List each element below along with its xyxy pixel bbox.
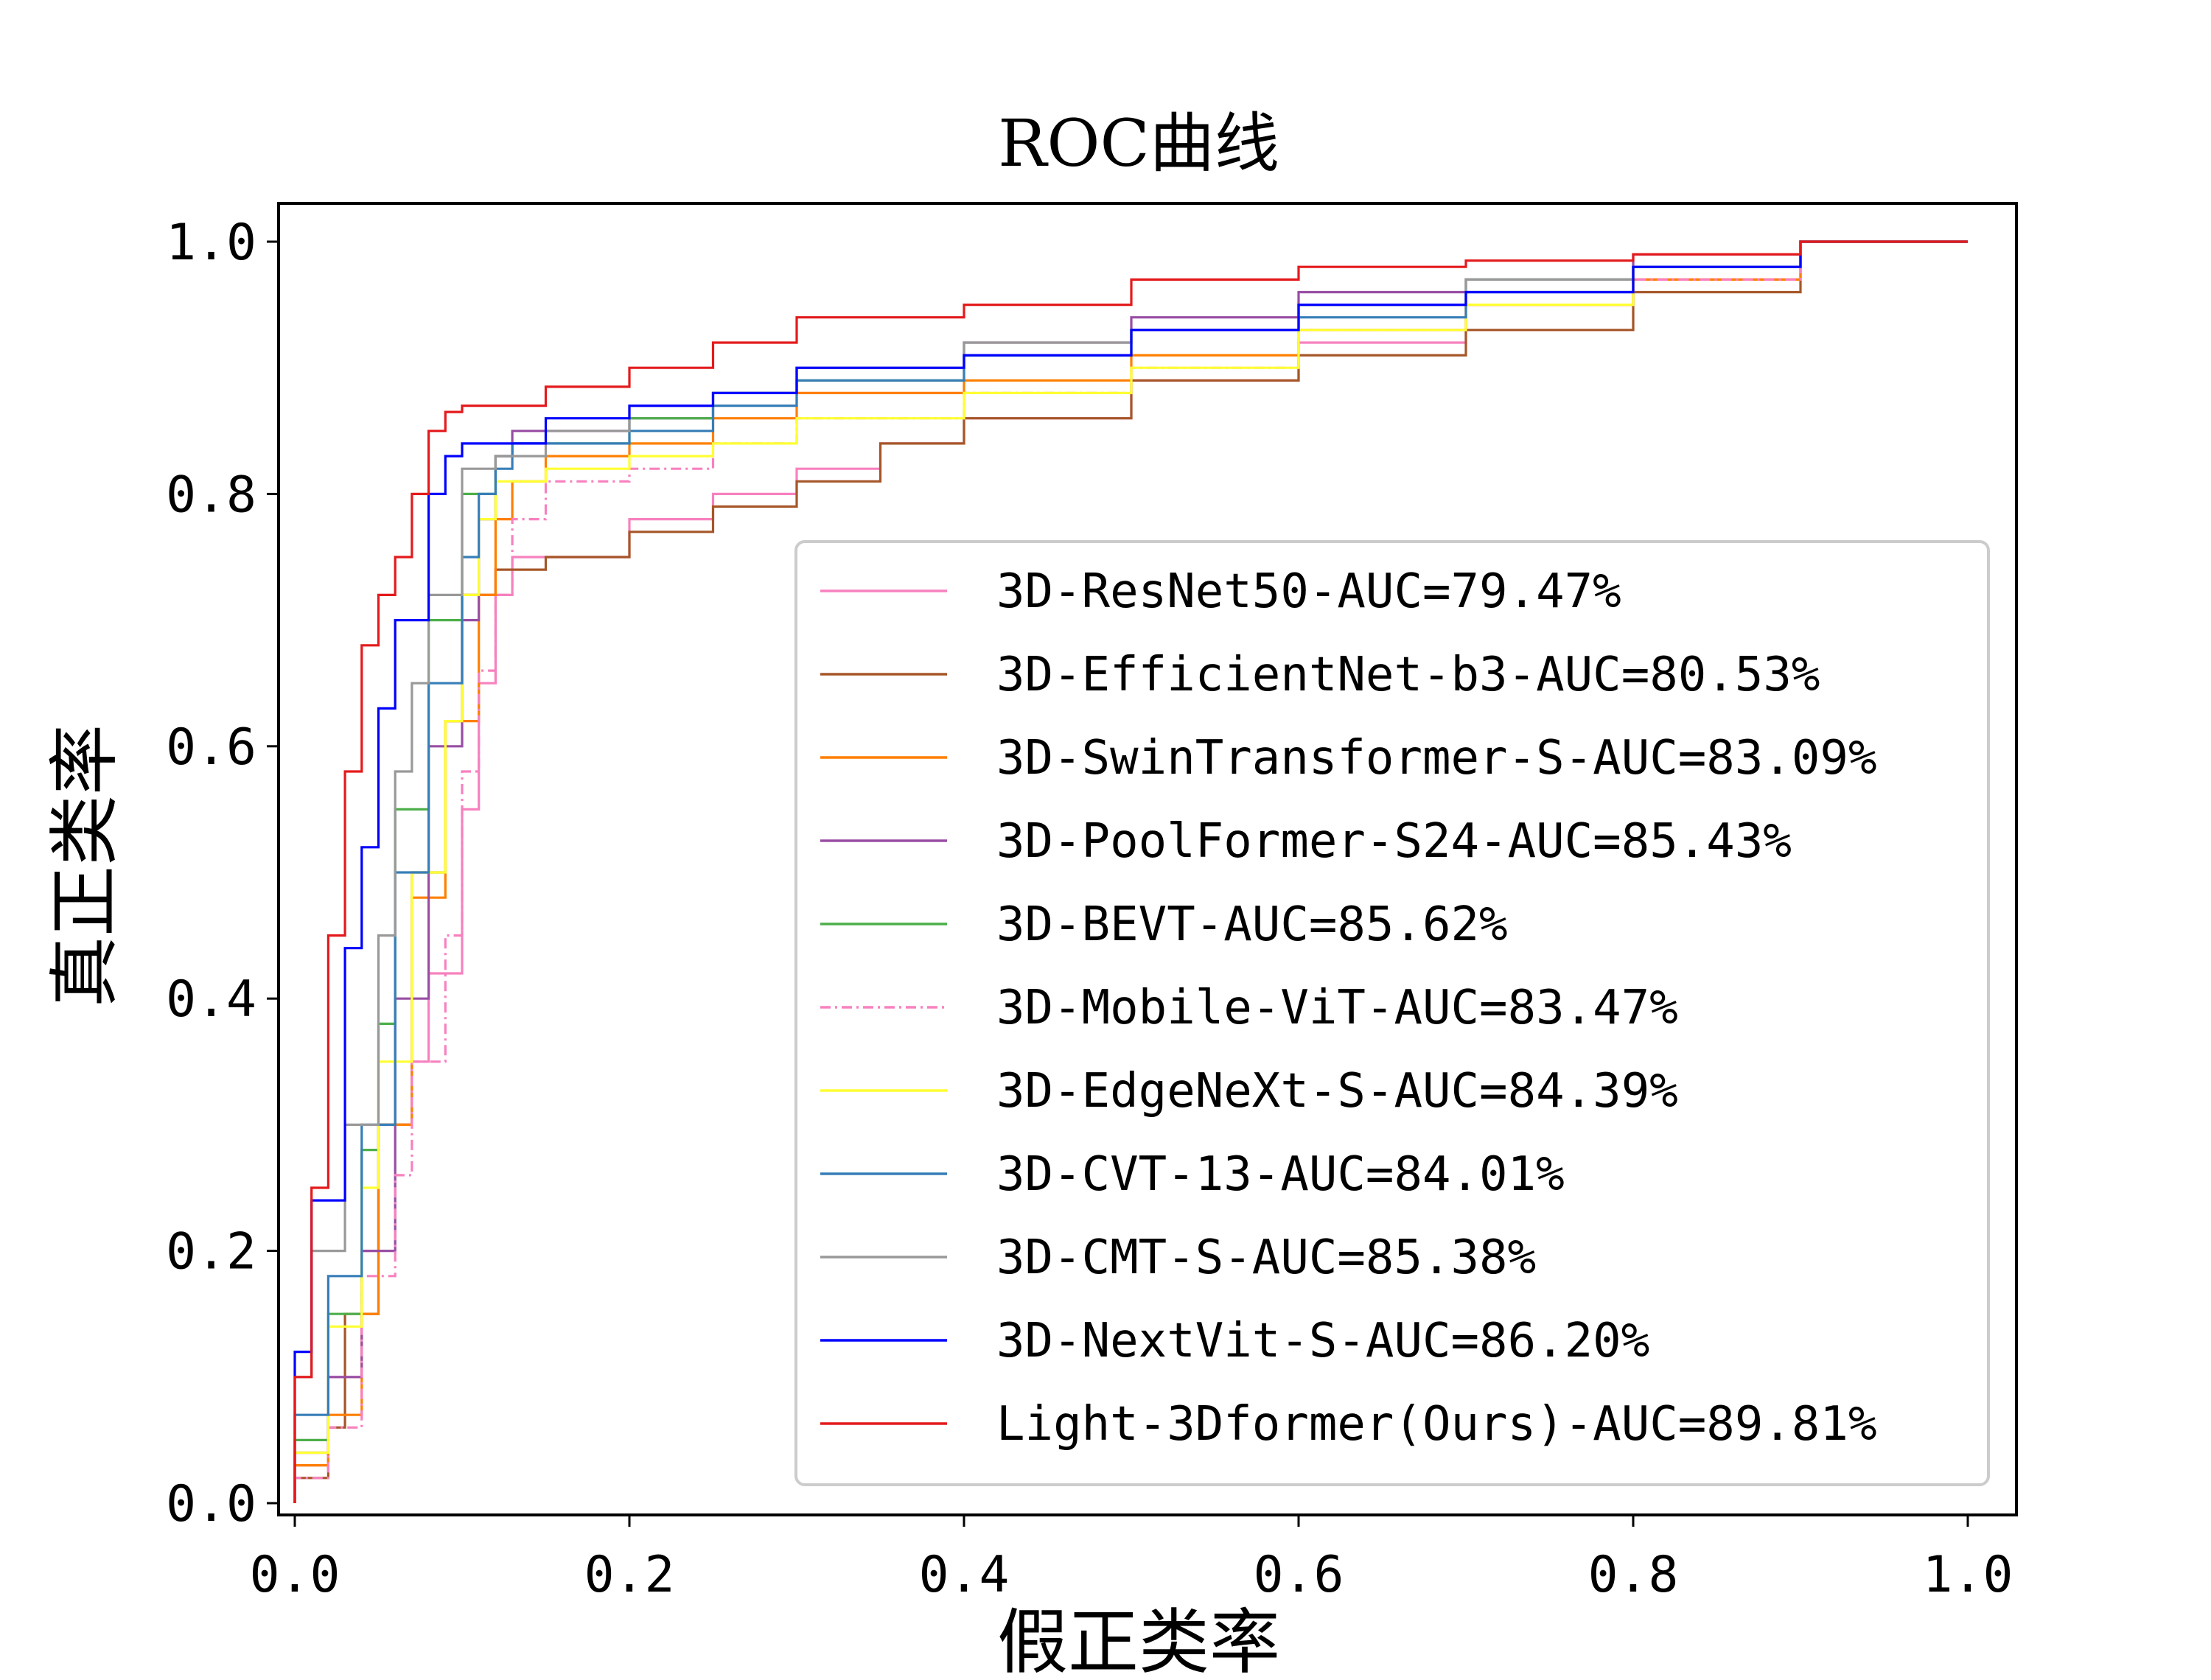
roc-curve-series bbox=[293, 240, 1968, 1503]
chart-title: ROC曲线 bbox=[998, 105, 1279, 181]
legend-entry-label: 3D-SwinTransformer-S-AUC=83.09% bbox=[996, 731, 1876, 785]
plot-frame bbox=[277, 202, 2018, 1516]
legend: 3D-ResNet50-AUC=79.47% 3D-EfficientNet-b3… bbox=[794, 540, 1990, 1486]
legend-entry-label: 3D-ResNet50-AUC=79.47% bbox=[996, 564, 1621, 619]
roc-curve-series bbox=[293, 240, 1968, 1503]
y-tick-label: 0.6 bbox=[166, 718, 256, 777]
roc-curve-series bbox=[293, 240, 1968, 1503]
x-tick-label: 0.4 bbox=[919, 1546, 1010, 1604]
y-tick-label: 0.4 bbox=[166, 970, 256, 1029]
x-tick-label: 0.6 bbox=[1254, 1546, 1344, 1604]
y-tick-label: 0.8 bbox=[166, 466, 256, 524]
legend-box bbox=[794, 540, 1990, 1486]
legend-entry-label: 3D-Mobile-ViT-AUC=83.47% bbox=[996, 981, 1678, 1035]
y-tick-label: 0.0 bbox=[166, 1475, 256, 1533]
x-axis-label: 假正类率 bbox=[997, 1601, 1280, 1680]
y-tick-label: 1.0 bbox=[166, 214, 256, 272]
y-axis-ticks: 0.0 0.2 0.4 0.6 0.8 1.0 bbox=[166, 214, 279, 1533]
legend-entry-label: 3D-PoolFormer-S24-AUC=85.43% bbox=[996, 814, 1792, 869]
y-axis-label: 真正类率 bbox=[43, 724, 126, 1007]
plot-area bbox=[277, 202, 2018, 1516]
legend-entry-label: 3D-CMT-S-AUC=85.38% bbox=[996, 1231, 1536, 1285]
legend-entry-label: 3D-EdgeNeXt-S-AUC=84.39% bbox=[996, 1064, 1678, 1119]
legend-entry-label: 3D-NextVit-S-AUC=86.20% bbox=[996, 1314, 1649, 1368]
legend-entry-label: 3D-CVT-13-AUC=84.01% bbox=[996, 1147, 1565, 1202]
x-tick-label: 1.0 bbox=[1923, 1546, 2013, 1604]
x-tick-label: 0.0 bbox=[250, 1546, 340, 1604]
legend-entry-label: 3D-BEVT-AUC=85.62% bbox=[996, 897, 1508, 952]
x-tick-label: 0.8 bbox=[1588, 1546, 1679, 1604]
x-axis-ticks: 0.0 0.2 0.4 0.6 0.8 1.0 bbox=[250, 1515, 2013, 1604]
roc-curve-series bbox=[293, 240, 1968, 1503]
legend-entry-label: Light-3Dformer(Ours)-AUC=89.81% bbox=[996, 1397, 1876, 1452]
y-tick-label: 0.2 bbox=[166, 1223, 256, 1281]
x-tick-label: 0.2 bbox=[584, 1546, 675, 1604]
roc-curves bbox=[293, 240, 1968, 1503]
legend-entry-label: 3D-EfficientNet-b3-AUC=80.53% bbox=[996, 648, 1820, 702]
